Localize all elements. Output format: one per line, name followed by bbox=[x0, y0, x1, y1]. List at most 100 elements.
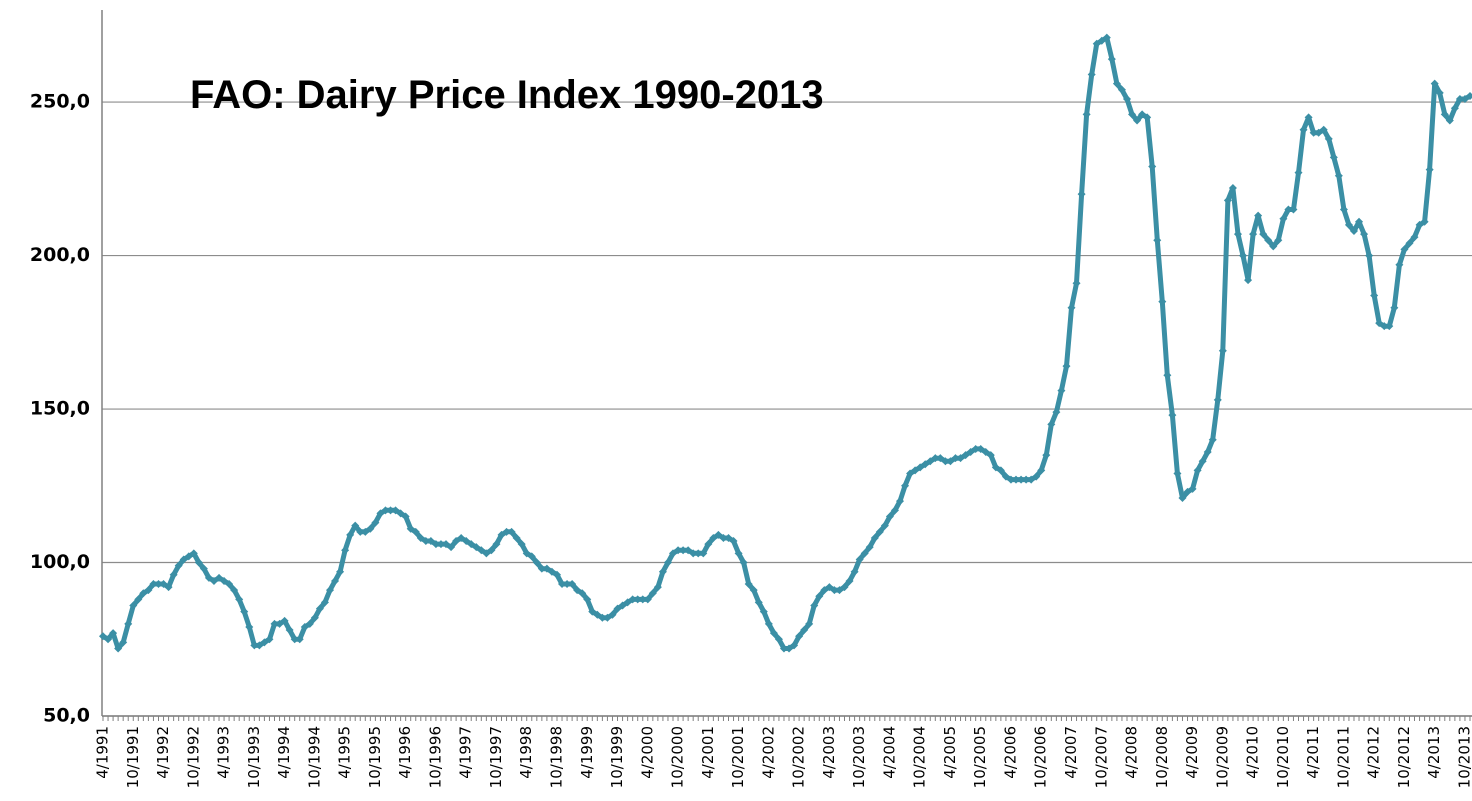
marker bbox=[1107, 55, 1116, 64]
marker bbox=[1067, 303, 1076, 312]
marker bbox=[109, 629, 118, 638]
marker bbox=[916, 463, 925, 472]
marker bbox=[734, 549, 743, 558]
marker bbox=[305, 619, 314, 628]
marker bbox=[497, 530, 506, 539]
marker bbox=[835, 586, 844, 595]
marker bbox=[431, 540, 440, 549]
marker bbox=[1400, 245, 1409, 254]
marker bbox=[936, 454, 945, 463]
marker bbox=[1072, 279, 1081, 288]
marker bbox=[1445, 116, 1454, 125]
marker bbox=[578, 589, 587, 598]
marker bbox=[1405, 239, 1414, 248]
marker bbox=[946, 457, 955, 466]
x-tick-label: 4/1991 bbox=[94, 726, 112, 779]
marker bbox=[1022, 475, 1031, 484]
x-tick-label: 10/2013 bbox=[1455, 726, 1472, 788]
x-tick-label: 4/2004 bbox=[880, 726, 898, 779]
marker bbox=[325, 586, 334, 595]
x-tick-label: 4/1996 bbox=[396, 726, 414, 779]
x-tick-label: 10/2005 bbox=[971, 726, 989, 788]
marker bbox=[623, 598, 632, 607]
marker bbox=[406, 524, 415, 533]
marker bbox=[996, 466, 1005, 475]
marker bbox=[911, 466, 920, 475]
x-tick-label: 4/1994 bbox=[275, 726, 293, 779]
x-tick-label: 4/2005 bbox=[941, 726, 959, 779]
marker bbox=[1112, 79, 1121, 88]
marker bbox=[1203, 448, 1212, 457]
marker bbox=[563, 580, 572, 589]
marker bbox=[689, 549, 698, 558]
marker bbox=[1450, 104, 1459, 113]
marker bbox=[295, 635, 304, 644]
marker bbox=[164, 583, 173, 592]
marker bbox=[991, 463, 1000, 472]
marker bbox=[386, 506, 395, 515]
marker bbox=[613, 604, 622, 613]
marker bbox=[679, 546, 688, 555]
marker bbox=[436, 540, 445, 549]
marker bbox=[1440, 110, 1449, 119]
marker bbox=[820, 586, 829, 595]
marker bbox=[1279, 214, 1288, 223]
marker bbox=[658, 567, 667, 576]
marker bbox=[593, 610, 602, 619]
marker bbox=[1062, 362, 1071, 371]
marker bbox=[1001, 472, 1010, 481]
marker bbox=[149, 580, 158, 589]
marker bbox=[502, 527, 511, 536]
marker bbox=[744, 580, 753, 589]
marker bbox=[532, 558, 541, 567]
plot-area bbox=[99, 33, 1472, 653]
marker bbox=[391, 506, 400, 515]
marker bbox=[1097, 36, 1106, 45]
marker bbox=[361, 527, 370, 536]
marker bbox=[583, 595, 592, 604]
marker bbox=[462, 537, 471, 546]
marker bbox=[603, 613, 612, 622]
marker bbox=[1319, 125, 1328, 134]
x-tick-label: 4/2011 bbox=[1304, 726, 1322, 779]
x-tick-label: 10/2008 bbox=[1153, 726, 1171, 788]
x-tick-label: 4/2012 bbox=[1365, 726, 1383, 779]
marker bbox=[749, 586, 758, 595]
marker bbox=[487, 546, 496, 555]
marker bbox=[653, 583, 662, 592]
marker bbox=[769, 629, 778, 638]
marker bbox=[265, 635, 274, 644]
marker bbox=[235, 595, 244, 604]
x-tick-label: 4/2010 bbox=[1244, 726, 1262, 779]
marker bbox=[139, 589, 148, 598]
x-tick-label: 4/2009 bbox=[1183, 726, 1201, 779]
marker bbox=[1198, 457, 1207, 466]
marker bbox=[1309, 128, 1318, 137]
marker bbox=[800, 626, 809, 635]
y-tick-label: 150,0 bbox=[30, 398, 90, 420]
marker bbox=[1168, 411, 1177, 420]
marker bbox=[1128, 110, 1137, 119]
x-tick-label: 4/1993 bbox=[215, 726, 233, 779]
marker bbox=[421, 537, 430, 546]
marker bbox=[759, 607, 768, 616]
marker bbox=[225, 580, 234, 589]
marker bbox=[648, 589, 657, 598]
marker bbox=[674, 546, 683, 555]
marker bbox=[790, 641, 799, 650]
marker bbox=[981, 448, 990, 457]
marker bbox=[1218, 346, 1227, 355]
marker bbox=[285, 626, 294, 635]
marker bbox=[1395, 260, 1404, 269]
marker bbox=[184, 552, 193, 561]
marker bbox=[351, 521, 360, 530]
marker bbox=[1269, 242, 1278, 251]
x-tick-label: 10/2007 bbox=[1092, 726, 1110, 788]
marker bbox=[1420, 217, 1429, 226]
marker bbox=[159, 580, 168, 589]
marker bbox=[194, 558, 203, 567]
marker bbox=[785, 644, 794, 653]
marker bbox=[99, 632, 107, 641]
marker bbox=[396, 509, 405, 518]
